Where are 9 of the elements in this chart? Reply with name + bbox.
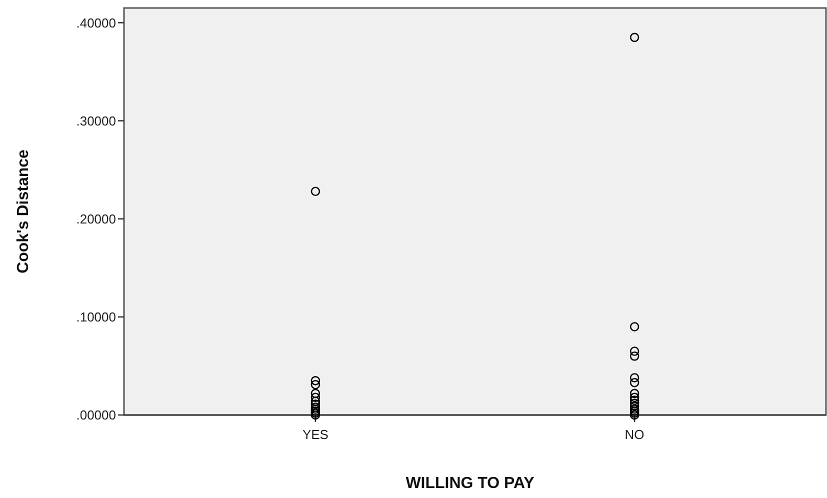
x-tick-label: YES <box>302 427 329 442</box>
x-axis-title: WILLING TO PAY <box>406 475 535 492</box>
x-tick-label: NO <box>624 427 644 442</box>
y-tick-label: .00000 <box>76 408 116 423</box>
y-tick-label: .20000 <box>76 211 116 226</box>
y-tick-label: .40000 <box>76 15 116 30</box>
y-tick-label: .10000 <box>76 309 116 324</box>
y-axis-title: Cook's Distance <box>15 149 32 274</box>
y-tick-label: .30000 <box>76 113 116 128</box>
